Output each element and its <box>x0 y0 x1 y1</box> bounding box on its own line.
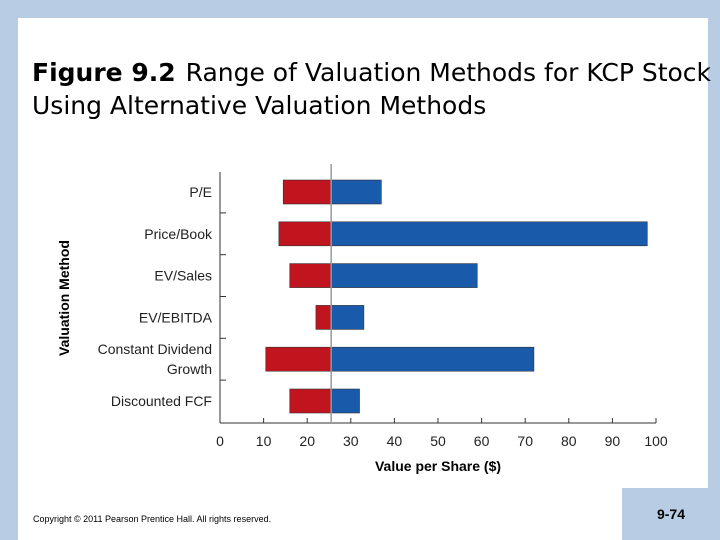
y-axis-title: Valuation Method <box>56 240 72 356</box>
slide-title: Figure 9.2 Range of Valuation Methods for… <box>32 56 712 122</box>
x-tick-label: 70 <box>517 433 533 449</box>
figure-title: Range of Valuation Methods for KCP Stock… <box>32 58 712 120</box>
chart-labels: 0 10 20 30 40 50 60 70 80 90 100 P/E Price/Book EV/Sa… <box>56 184 668 474</box>
chart-bars <box>265 164 648 423</box>
x-tick-label: 40 <box>387 433 403 449</box>
bar-low-segment <box>315 305 332 330</box>
category-label-line: Growth <box>167 361 212 377</box>
bar-high-segment <box>330 179 382 205</box>
category-label-line: P/E <box>189 184 212 200</box>
page-number-box: 9-74 <box>622 488 720 540</box>
x-tick-label: 60 <box>474 433 490 449</box>
category-label-line: EV/Sales <box>154 268 212 284</box>
x-tick-label: 80 <box>561 433 577 449</box>
slide-right-strip <box>708 18 720 540</box>
category-label: Discounted FCF <box>111 393 212 409</box>
category-label: EV/Sales <box>154 268 212 284</box>
bar-high-segment <box>330 388 360 414</box>
x-tick-label: 50 <box>430 433 446 449</box>
category-label: EV/EBITDA <box>139 309 213 325</box>
category-label-line: Constant Dividend <box>98 341 212 357</box>
category-label-line: Discounted FCF <box>111 393 212 409</box>
bar-low-segment <box>289 263 332 288</box>
x-tick-label: 20 <box>299 433 315 449</box>
category-label-line: Price/Book <box>144 226 213 242</box>
x-axis-title: Value per Share ($) <box>375 458 501 474</box>
x-tick-label: 100 <box>644 433 668 449</box>
copyright-notice: Copyright © 2011 Pearson Prentice Hall. … <box>33 514 272 524</box>
category-label: Constant Dividend Growth <box>98 341 212 377</box>
bar-high-segment <box>330 263 478 288</box>
bar-low-segment <box>289 388 332 414</box>
x-tick-label: 0 <box>216 433 224 449</box>
bar-low-segment <box>282 179 332 205</box>
category-label: P/E <box>189 184 212 200</box>
bar-high-segment <box>330 221 648 247</box>
x-tick-label: 10 <box>256 433 272 449</box>
category-label: Price/Book <box>144 226 213 242</box>
bar-low-segment <box>278 221 332 247</box>
chart-axes <box>219 172 657 424</box>
x-tick-label: 30 <box>343 433 359 449</box>
figure-number: Figure 9.2 <box>32 58 176 87</box>
bar-high-segment <box>330 305 365 330</box>
x-tick-label: 90 <box>605 433 621 449</box>
page-number: 9-74 <box>656 506 686 522</box>
bar-high-segment <box>330 346 535 372</box>
category-label-line: EV/EBITDA <box>139 309 213 325</box>
bar-low-segment <box>265 346 332 372</box>
